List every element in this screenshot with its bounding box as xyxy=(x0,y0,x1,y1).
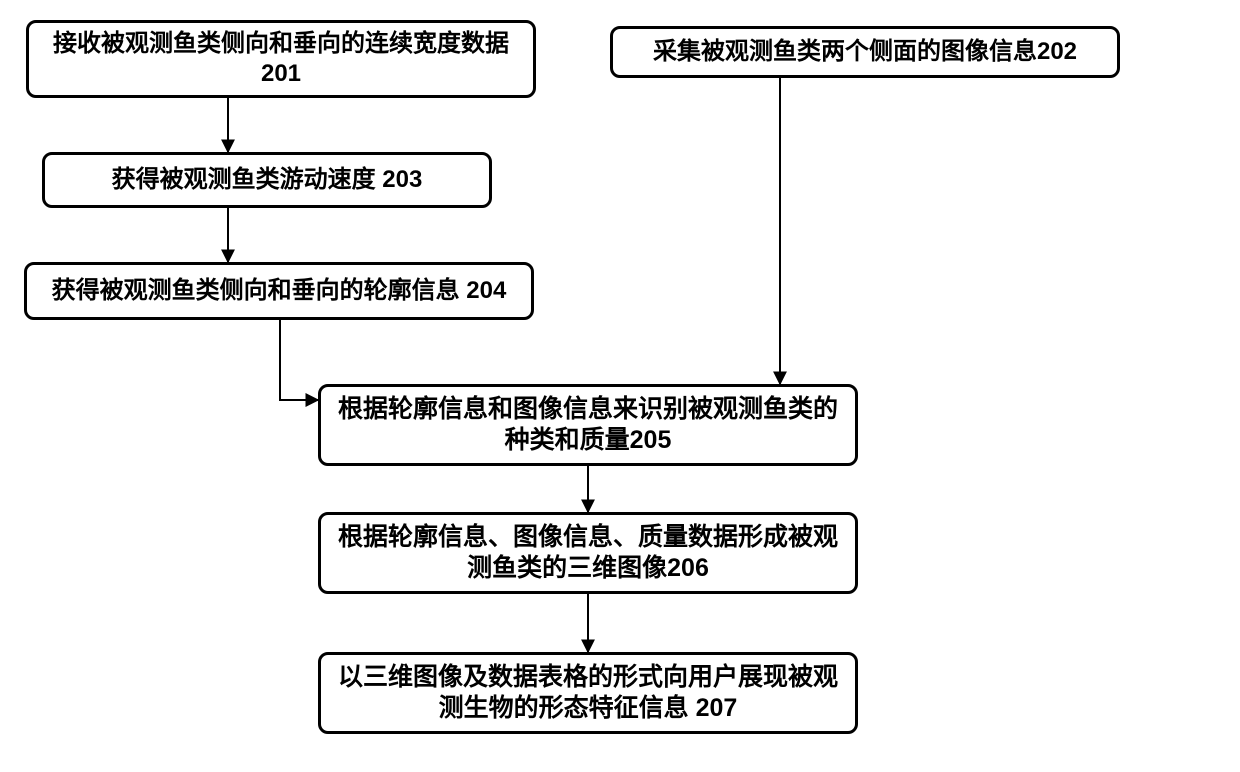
flow-node-n206: 根据轮廓信息、图像信息、质量数据形成被观测鱼类的三维图像206 xyxy=(318,512,858,594)
flow-node-label: 根据轮廓信息和图像信息来识别被观测鱼类的种类和质量205 xyxy=(329,394,847,457)
flow-node-label: 根据轮廓信息、图像信息、质量数据形成被观测鱼类的三维图像206 xyxy=(329,522,847,585)
flow-edge-n204-n205 xyxy=(280,320,318,400)
flow-node-label: 接收被观测鱼类侧向和垂向的连续宽度数据201 xyxy=(37,29,525,89)
flow-node-label: 获得被观测鱼类侧向和垂向的轮廓信息 204 xyxy=(52,276,507,306)
flow-node-n207: 以三维图像及数据表格的形式向用户展现被观测生物的形态特征信息 207 xyxy=(318,652,858,734)
flow-node-label: 获得被观测鱼类游动速度 203 xyxy=(112,165,423,195)
flow-node-n205: 根据轮廓信息和图像信息来识别被观测鱼类的种类和质量205 xyxy=(318,384,858,466)
flow-node-label: 采集被观测鱼类两个侧面的图像信息202 xyxy=(653,37,1077,67)
flow-node-label: 以三维图像及数据表格的形式向用户展现被观测生物的形态特征信息 207 xyxy=(329,662,847,725)
flow-node-n204: 获得被观测鱼类侧向和垂向的轮廓信息 204 xyxy=(24,262,534,320)
flow-node-n203: 获得被观测鱼类游动速度 203 xyxy=(42,152,492,208)
flow-node-n202: 采集被观测鱼类两个侧面的图像信息202 xyxy=(610,26,1120,78)
flowchart-canvas: 接收被观测鱼类侧向和垂向的连续宽度数据201 采集被观测鱼类两个侧面的图像信息20… xyxy=(0,0,1240,772)
flow-node-n201: 接收被观测鱼类侧向和垂向的连续宽度数据201 xyxy=(26,20,536,98)
